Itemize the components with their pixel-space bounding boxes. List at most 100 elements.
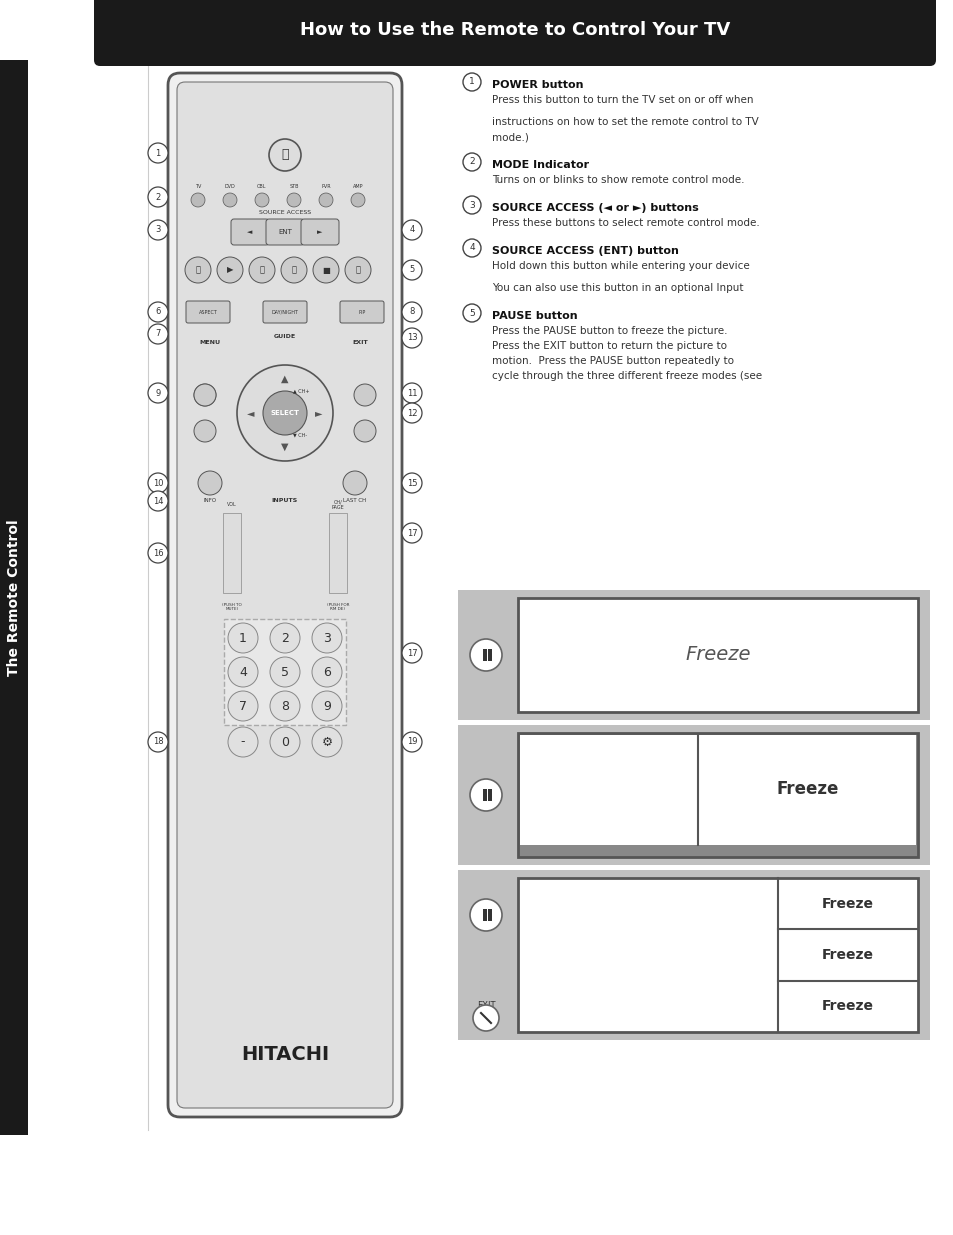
Text: 5: 5 (281, 666, 289, 678)
Circle shape (148, 220, 168, 240)
Circle shape (473, 1005, 498, 1031)
Text: Press the EXIT button to return the picture to: Press the EXIT button to return the pict… (492, 341, 726, 351)
Circle shape (270, 692, 299, 721)
Text: DAY/NIGHT: DAY/NIGHT (272, 310, 298, 315)
Text: You can also use this button in an optional Input: You can also use this button in an optio… (492, 283, 742, 293)
Text: GUIDE: GUIDE (274, 333, 295, 338)
Bar (488, 789, 492, 802)
Circle shape (312, 727, 341, 757)
Text: 1: 1 (155, 148, 160, 158)
Text: 1: 1 (239, 631, 247, 645)
Text: EXIT: EXIT (352, 341, 368, 346)
Circle shape (401, 303, 421, 322)
Circle shape (343, 471, 367, 495)
Text: 2: 2 (155, 193, 160, 201)
Text: ◄: ◄ (247, 228, 253, 235)
Circle shape (263, 391, 307, 435)
Text: ▼: ▼ (281, 442, 289, 452)
Text: PIP: PIP (358, 310, 365, 315)
Circle shape (148, 186, 168, 207)
Text: TV: TV (194, 184, 201, 189)
Text: 4: 4 (409, 226, 415, 235)
Text: 8: 8 (409, 308, 415, 316)
Bar (482, 909, 486, 921)
Text: ⏩: ⏩ (259, 266, 264, 274)
FancyBboxPatch shape (94, 0, 935, 65)
Text: 15: 15 (406, 478, 416, 488)
Circle shape (193, 384, 215, 406)
Text: 2: 2 (469, 158, 475, 167)
Text: 1: 1 (469, 78, 475, 86)
Text: ⏻: ⏻ (281, 148, 289, 162)
Circle shape (228, 657, 257, 687)
Circle shape (462, 153, 480, 170)
Circle shape (462, 73, 480, 91)
Text: ►: ► (317, 228, 322, 235)
Circle shape (470, 899, 501, 931)
Text: 5: 5 (409, 266, 415, 274)
Text: AMP: AMP (353, 184, 363, 189)
Bar (482, 789, 486, 802)
Circle shape (312, 692, 341, 721)
Text: 19: 19 (406, 737, 416, 746)
Circle shape (401, 522, 421, 543)
Circle shape (281, 257, 307, 283)
Text: STB: STB (289, 184, 298, 189)
Bar (519, 735, 915, 845)
Bar (0, 61, 28, 1135)
Bar (457, 725, 929, 864)
Bar (329, 513, 347, 593)
Circle shape (148, 324, 168, 345)
Circle shape (270, 727, 299, 757)
Circle shape (193, 384, 215, 406)
Circle shape (236, 366, 333, 461)
Text: 5: 5 (469, 309, 475, 317)
FancyBboxPatch shape (301, 219, 338, 245)
Circle shape (223, 193, 236, 207)
Text: DVD: DVD (224, 184, 235, 189)
Text: 8: 8 (281, 699, 289, 713)
Text: SELECT: SELECT (271, 410, 299, 416)
Text: 13: 13 (406, 333, 416, 342)
Bar (517, 734, 917, 857)
Text: MENU: MENU (199, 341, 220, 346)
Text: Hold down this button while entering your device: Hold down this button while entering you… (492, 261, 749, 270)
Circle shape (249, 257, 274, 283)
Text: ►: ► (314, 408, 322, 417)
Text: 12: 12 (406, 409, 416, 417)
Text: ASPECT: ASPECT (198, 310, 217, 315)
Circle shape (401, 220, 421, 240)
Circle shape (270, 622, 299, 653)
Text: 3: 3 (469, 200, 475, 210)
FancyBboxPatch shape (339, 301, 384, 324)
Text: PVR: PVR (321, 184, 331, 189)
Circle shape (270, 657, 299, 687)
Text: 17: 17 (406, 529, 416, 537)
Circle shape (470, 779, 501, 811)
Text: ▶: ▶ (227, 266, 233, 274)
Text: mode.): mode.) (492, 132, 528, 142)
Text: HITACHI: HITACHI (241, 1046, 329, 1065)
Text: ◄: ◄ (247, 408, 254, 417)
Text: ⏺: ⏺ (292, 266, 296, 274)
Text: 11: 11 (406, 389, 416, 398)
Text: SOURCE ACCESS (◄ or ►) buttons: SOURCE ACCESS (◄ or ►) buttons (492, 203, 698, 212)
Bar (223, 513, 241, 593)
Circle shape (351, 193, 365, 207)
Text: CBL: CBL (257, 184, 267, 189)
Bar (457, 590, 929, 720)
Circle shape (401, 473, 421, 493)
Circle shape (254, 193, 269, 207)
Text: ▲: ▲ (281, 374, 289, 384)
Circle shape (313, 257, 338, 283)
Text: ⚙: ⚙ (321, 736, 333, 748)
Bar (517, 598, 917, 713)
Text: Press the PAUSE button to freeze the picture.: Press the PAUSE button to freeze the pic… (492, 326, 727, 336)
Text: Freeze: Freeze (821, 897, 873, 910)
Circle shape (185, 257, 211, 283)
Text: (PUSH FOR
RM DE): (PUSH FOR RM DE) (327, 603, 349, 611)
Text: Freeze: Freeze (776, 781, 839, 798)
Text: POWER button: POWER button (492, 80, 583, 90)
Bar (482, 650, 486, 661)
Text: 6: 6 (323, 666, 331, 678)
